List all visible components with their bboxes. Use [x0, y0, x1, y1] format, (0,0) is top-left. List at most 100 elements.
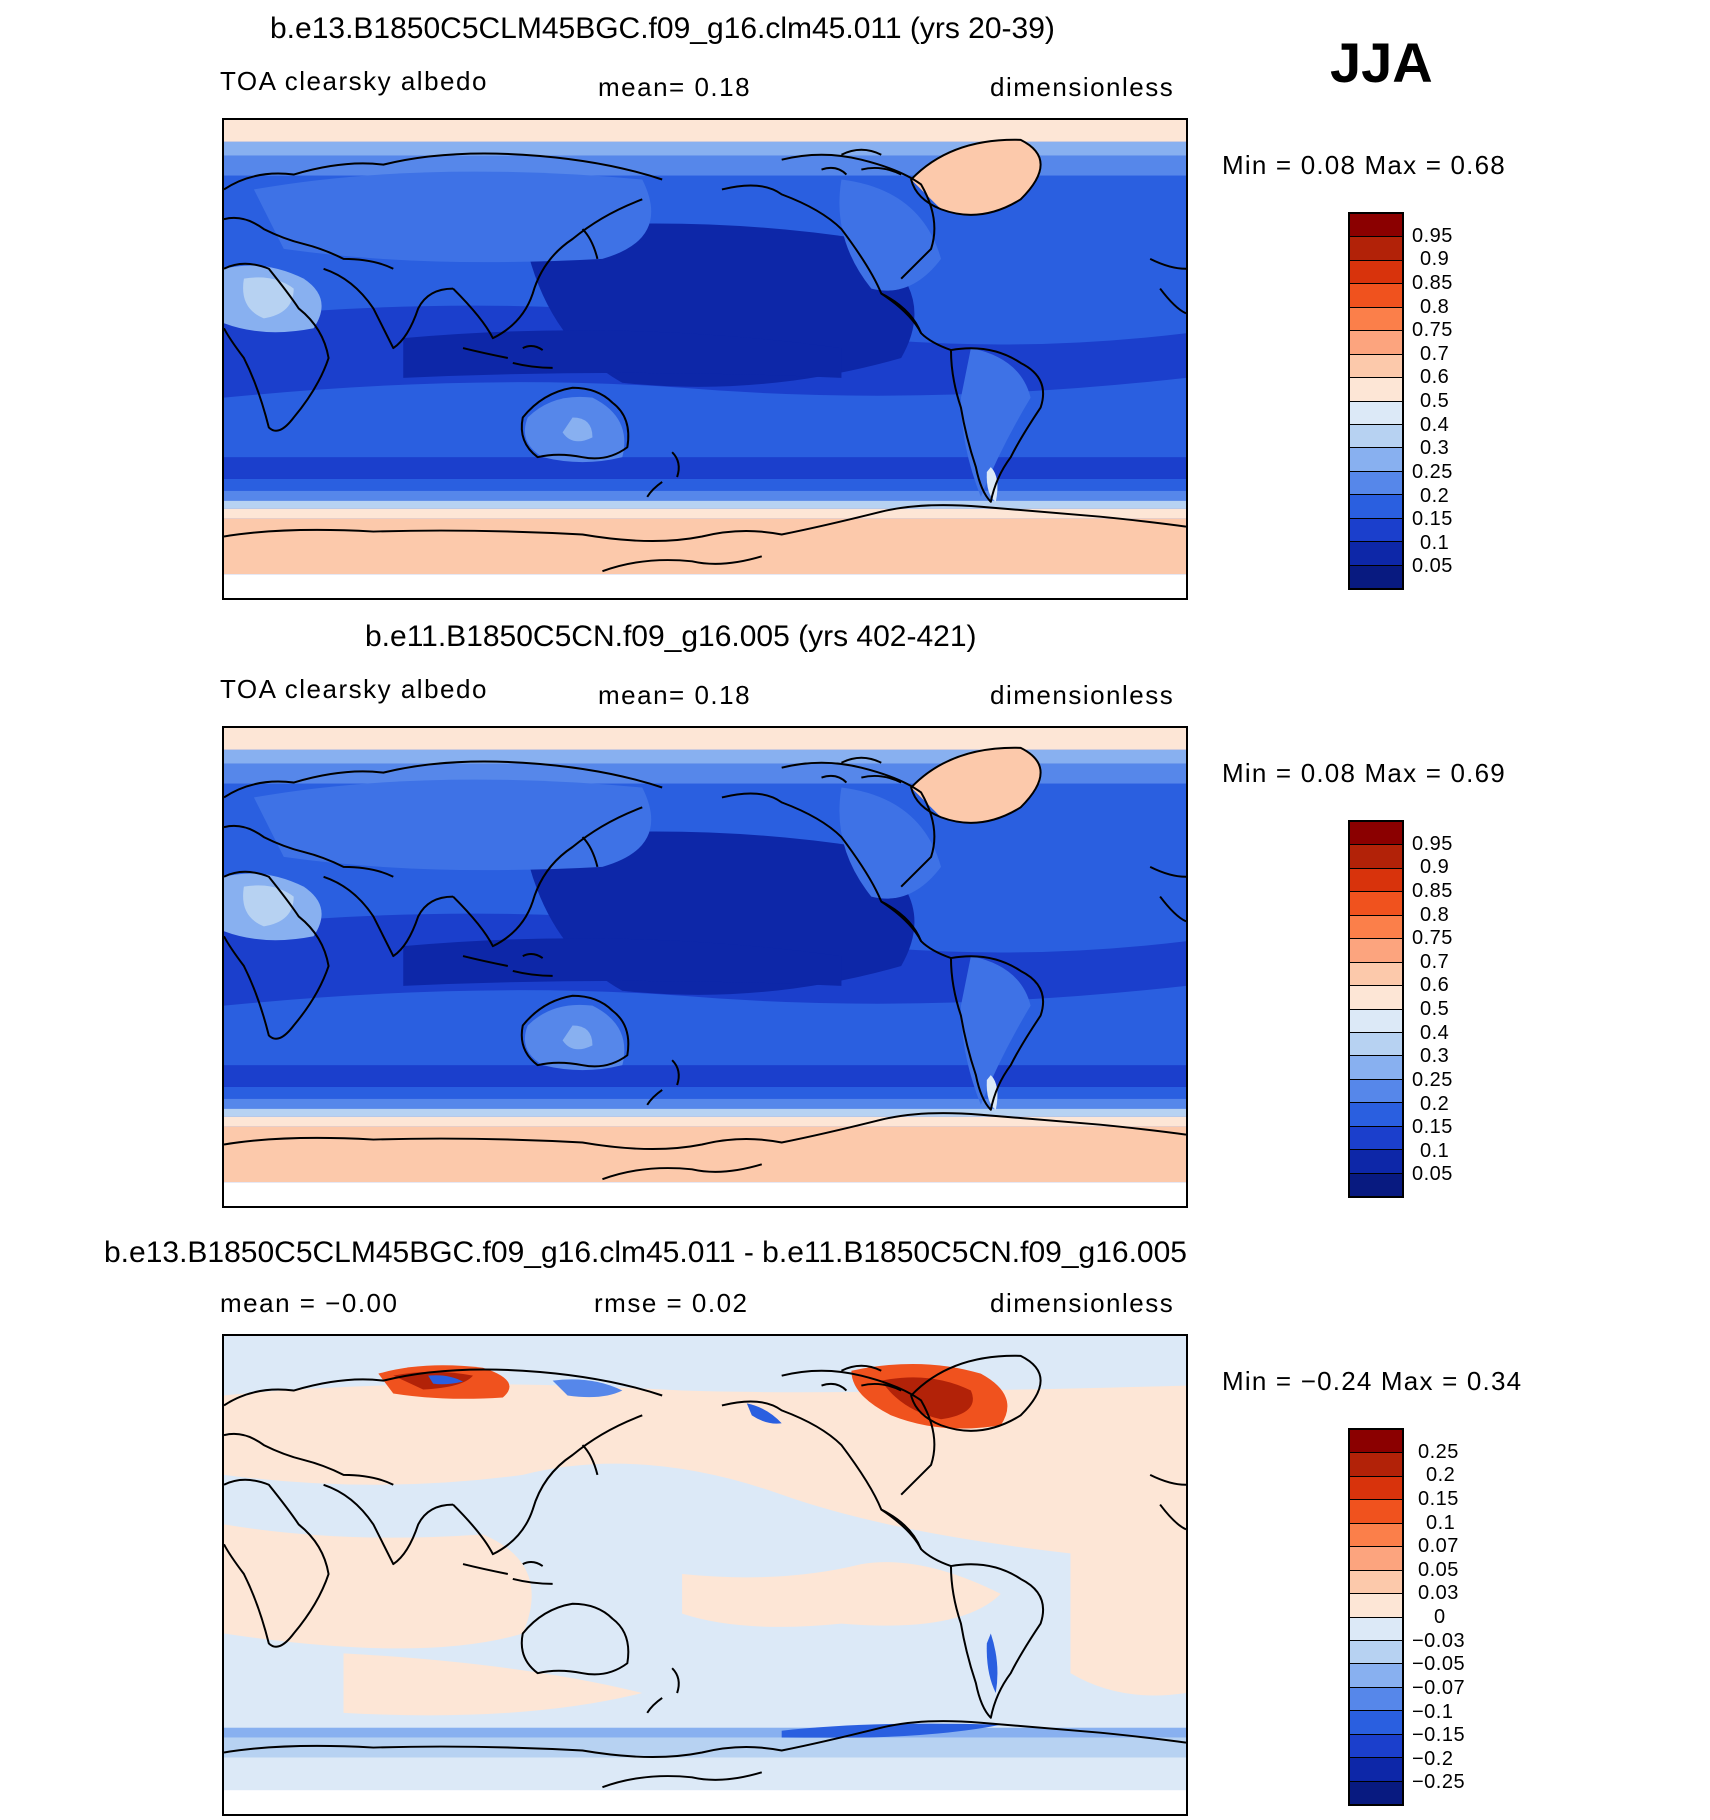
colorbar-label: 0.6 [1420, 366, 1450, 389]
colorbar-segment [1350, 822, 1402, 846]
colorbar-label: 0.3 [1420, 1045, 1450, 1068]
albedo-map-2 [224, 728, 1186, 1206]
colorbar-label: 0.75 [1412, 319, 1453, 342]
colorbar-segment [1350, 1476, 1402, 1501]
panel1-units: dimensionless [990, 72, 1175, 102]
panel1-mean: mean= 0.18 [598, 72, 752, 102]
colorbar-label: 0.05 [1412, 1163, 1453, 1186]
panel2-units: dimensionless [990, 680, 1175, 710]
colorbar-segment [1350, 892, 1402, 916]
colorbar-label: 0.25 [1412, 460, 1453, 483]
colorbar-segment [1350, 1664, 1402, 1688]
colorbar-label: 0.6 [1420, 974, 1450, 997]
panel2-variable: TOA clearsky albedo [220, 674, 488, 704]
colorbar-segment [1350, 1640, 1402, 1665]
colorbar-segment [1350, 1711, 1402, 1735]
season-label: JJA [1330, 31, 1433, 94]
colorbar-segment [1350, 565, 1402, 588]
colorbar-segment [1350, 1523, 1402, 1548]
panel3-colorbar [1348, 1428, 1404, 1806]
colorbar-label: 0.15 [1412, 508, 1453, 531]
colorbar-segment [1350, 354, 1402, 379]
panel3-mean: mean = −0.00 [220, 1288, 399, 1318]
panel1-minmax: Min = 0.08 Max = 0.68 [1222, 150, 1506, 180]
colorbar-segment [1350, 1079, 1402, 1104]
colorbar-segment [1350, 1570, 1402, 1595]
panel3-units: dimensionless [990, 1288, 1175, 1318]
colorbar-label: 0.75 [1412, 927, 1453, 950]
colorbar-label: 0.95 [1412, 832, 1453, 855]
colorbar-segment [1350, 401, 1402, 425]
colorbar-segment [1350, 1687, 1402, 1712]
colorbar-segment [1350, 1430, 1402, 1454]
colorbar-segment [1350, 307, 1402, 332]
colorbar-segment [1350, 845, 1402, 869]
panel2-minmax: Min = 0.08 Max = 0.69 [1222, 758, 1506, 788]
colorbar-segment [1350, 915, 1402, 940]
colorbar-label: 0.2 [1420, 1092, 1450, 1115]
colorbar-label: 0.8 [1420, 295, 1450, 318]
colorbar-label: 0.9 [1420, 248, 1450, 271]
colorbar-label: −0.07 [1412, 1676, 1466, 1699]
colorbar-label: 0.1 [1420, 531, 1450, 554]
panel3-minmax: Min = −0.24 Max = 0.34 [1222, 1366, 1523, 1396]
colorbar-segment [1350, 868, 1402, 893]
panel3-rmse: rmse = 0.02 [594, 1288, 749, 1318]
colorbar-segment [1350, 986, 1402, 1010]
colorbar-label: 0.07 [1418, 1535, 1459, 1558]
colorbar-segment [1350, 1500, 1402, 1524]
difference-map [224, 1336, 1186, 1814]
colorbar-label: 0 [1434, 1606, 1446, 1628]
colorbar-label: 0.15 [1418, 1487, 1459, 1510]
panel2-map [222, 726, 1188, 1208]
colorbar-label: 0.7 [1420, 950, 1450, 973]
colorbar-label: −0.03 [1412, 1629, 1466, 1652]
colorbar-segment [1350, 471, 1402, 496]
colorbar-label: 0.2 [1426, 1464, 1456, 1487]
colorbar-label: 0.05 [1412, 555, 1453, 578]
colorbar-label: −0.1 [1412, 1700, 1454, 1723]
colorbar-label: 0.25 [1418, 1440, 1459, 1463]
colorbar-label: 0.4 [1420, 1021, 1450, 1044]
colorbar-segment [1350, 1173, 1402, 1196]
colorbar-segment [1350, 518, 1402, 543]
panel2-mean: mean= 0.18 [598, 680, 752, 710]
colorbar-label: 0.3 [1420, 437, 1450, 460]
colorbar-label: 0.25 [1412, 1068, 1453, 1091]
colorbar-segment [1350, 1617, 1402, 1641]
colorbar-label: 0.95 [1412, 224, 1453, 247]
colorbar-label: 0.9 [1420, 856, 1450, 879]
colorbar-segment [1350, 1594, 1402, 1618]
colorbar-segment [1350, 424, 1402, 449]
colorbar-segment [1350, 962, 1402, 987]
colorbar-label: 0.5 [1420, 998, 1450, 1020]
colorbar-segment [1350, 1758, 1402, 1782]
colorbar-segment [1350, 1126, 1402, 1151]
colorbar-label: 0.2 [1420, 484, 1450, 507]
colorbar-label: 0.05 [1418, 1558, 1459, 1581]
colorbar-label: 0.5 [1420, 390, 1450, 412]
colorbar-segment [1350, 1032, 1402, 1057]
colorbar-segment [1350, 448, 1402, 472]
colorbar-segment [1350, 237, 1402, 261]
colorbar-label: 0.85 [1412, 879, 1453, 902]
colorbar-label: 0.03 [1418, 1582, 1459, 1605]
colorbar-label: −0.05 [1412, 1653, 1466, 1676]
colorbar-segment [1350, 495, 1402, 519]
colorbar-segment [1350, 214, 1402, 238]
colorbar-segment [1350, 542, 1402, 566]
panel1-map [222, 118, 1188, 600]
colorbar-segment [1350, 1056, 1402, 1080]
colorbar-segment [1350, 1781, 1402, 1804]
panel1-variable: TOA clearsky albedo [220, 66, 488, 96]
panel3-map [222, 1334, 1188, 1816]
colorbar-label: 0.7 [1420, 342, 1450, 365]
panel1-title: b.e13.B1850C5CLM45BGC.f09_g16.clm45.011 … [270, 12, 1055, 45]
colorbar-segment [1350, 260, 1402, 285]
colorbar-label: 0.85 [1412, 271, 1453, 294]
panel2-colorbar [1348, 820, 1404, 1198]
colorbar-segment [1350, 1547, 1402, 1571]
colorbar-segment [1350, 1009, 1402, 1033]
colorbar-label: 0.4 [1420, 413, 1450, 436]
colorbar-segment [1350, 1103, 1402, 1127]
